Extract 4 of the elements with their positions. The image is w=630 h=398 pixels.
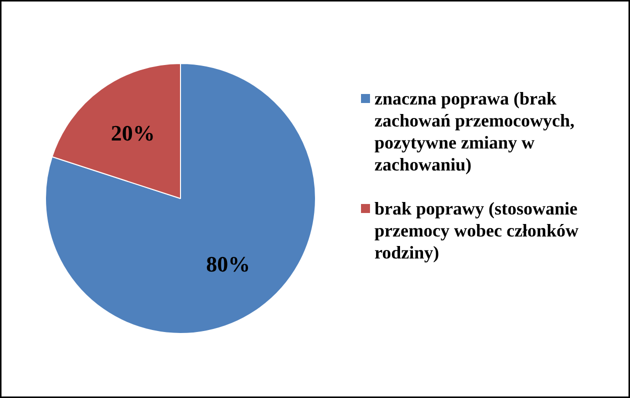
data-label: 80% (206, 252, 250, 277)
data-label: 20% (110, 120, 155, 146)
legend-label: znaczna poprawa (brak zachowań przemocowych, pozytywne zmiany w zachowaniu) (374, 88, 574, 174)
legend-label: brak poprawy (stosowanie przemocy wobec członków rodziny) (374, 198, 578, 262)
